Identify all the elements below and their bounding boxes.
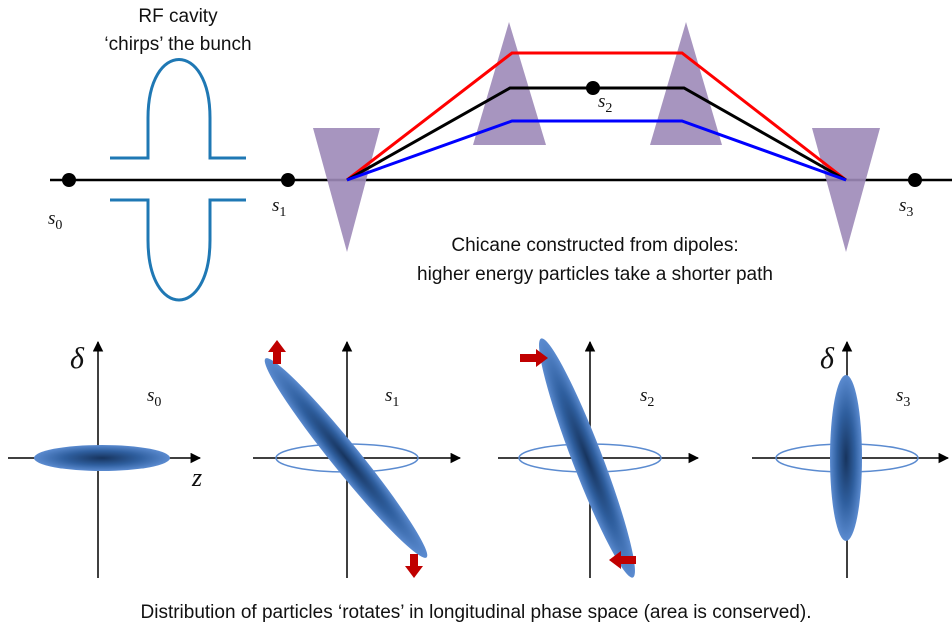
dipole-magnets bbox=[313, 22, 880, 252]
point-label-s1: s1 bbox=[272, 195, 286, 220]
dipole-1 bbox=[313, 128, 380, 252]
point-label-s3: s3 bbox=[899, 195, 913, 220]
point-s3 bbox=[908, 173, 922, 187]
point-s1 bbox=[281, 173, 295, 187]
caption: Distribution of particles ‘rotates’ in l… bbox=[141, 602, 812, 623]
down-arrow-icon bbox=[405, 554, 423, 578]
z-axis-label: z bbox=[191, 463, 202, 492]
panel-label-s3: s3 bbox=[896, 385, 910, 410]
bunch-distribution bbox=[830, 375, 862, 541]
high-energy-path bbox=[346, 51, 847, 182]
rf-cavity bbox=[110, 58, 246, 302]
chicane-label-line2: higher energy particles take a shorter p… bbox=[417, 264, 773, 285]
point-s2 bbox=[586, 81, 600, 95]
dipole-3 bbox=[650, 22, 722, 145]
low-energy-path bbox=[346, 119, 847, 182]
nominal-path bbox=[346, 86, 847, 182]
right-arrow-icon bbox=[520, 349, 548, 367]
phase-space-panel-s1: s1 bbox=[253, 340, 462, 578]
point-label-s2: s2 bbox=[598, 91, 612, 116]
bunch-distribution bbox=[34, 445, 170, 471]
rf-cavity-upper bbox=[110, 58, 246, 160]
dipole-2 bbox=[473, 22, 546, 145]
delta-axis-label: δ bbox=[70, 342, 85, 375]
phase-space-panel-s0: δ z s0 bbox=[8, 340, 202, 578]
rf-cavity-label-line1: RF cavity bbox=[138, 6, 218, 27]
bunch-distribution bbox=[539, 338, 635, 578]
panel-label-s1: s1 bbox=[385, 385, 399, 410]
phase-space-panel-s3: δ s3 bbox=[752, 340, 950, 578]
panel-label-s2: s2 bbox=[640, 385, 654, 410]
chicane-label-line1: Chicane constructed from dipoles: bbox=[451, 235, 738, 256]
rf-cavity-lower bbox=[110, 198, 246, 302]
up-arrow-icon bbox=[268, 340, 286, 364]
phase-space-panel-s2: s2 bbox=[498, 338, 700, 578]
dipole-4 bbox=[812, 128, 880, 252]
bunch-distribution bbox=[264, 358, 428, 558]
delta-axis-label: δ bbox=[820, 342, 835, 375]
point-s0 bbox=[62, 173, 76, 187]
rf-cavity-label-line2: ‘chirps’ the bunch bbox=[104, 34, 251, 55]
left-arrow-icon bbox=[609, 551, 636, 569]
panel-label-s0: s0 bbox=[147, 385, 161, 410]
point-label-s0: s0 bbox=[48, 208, 62, 233]
